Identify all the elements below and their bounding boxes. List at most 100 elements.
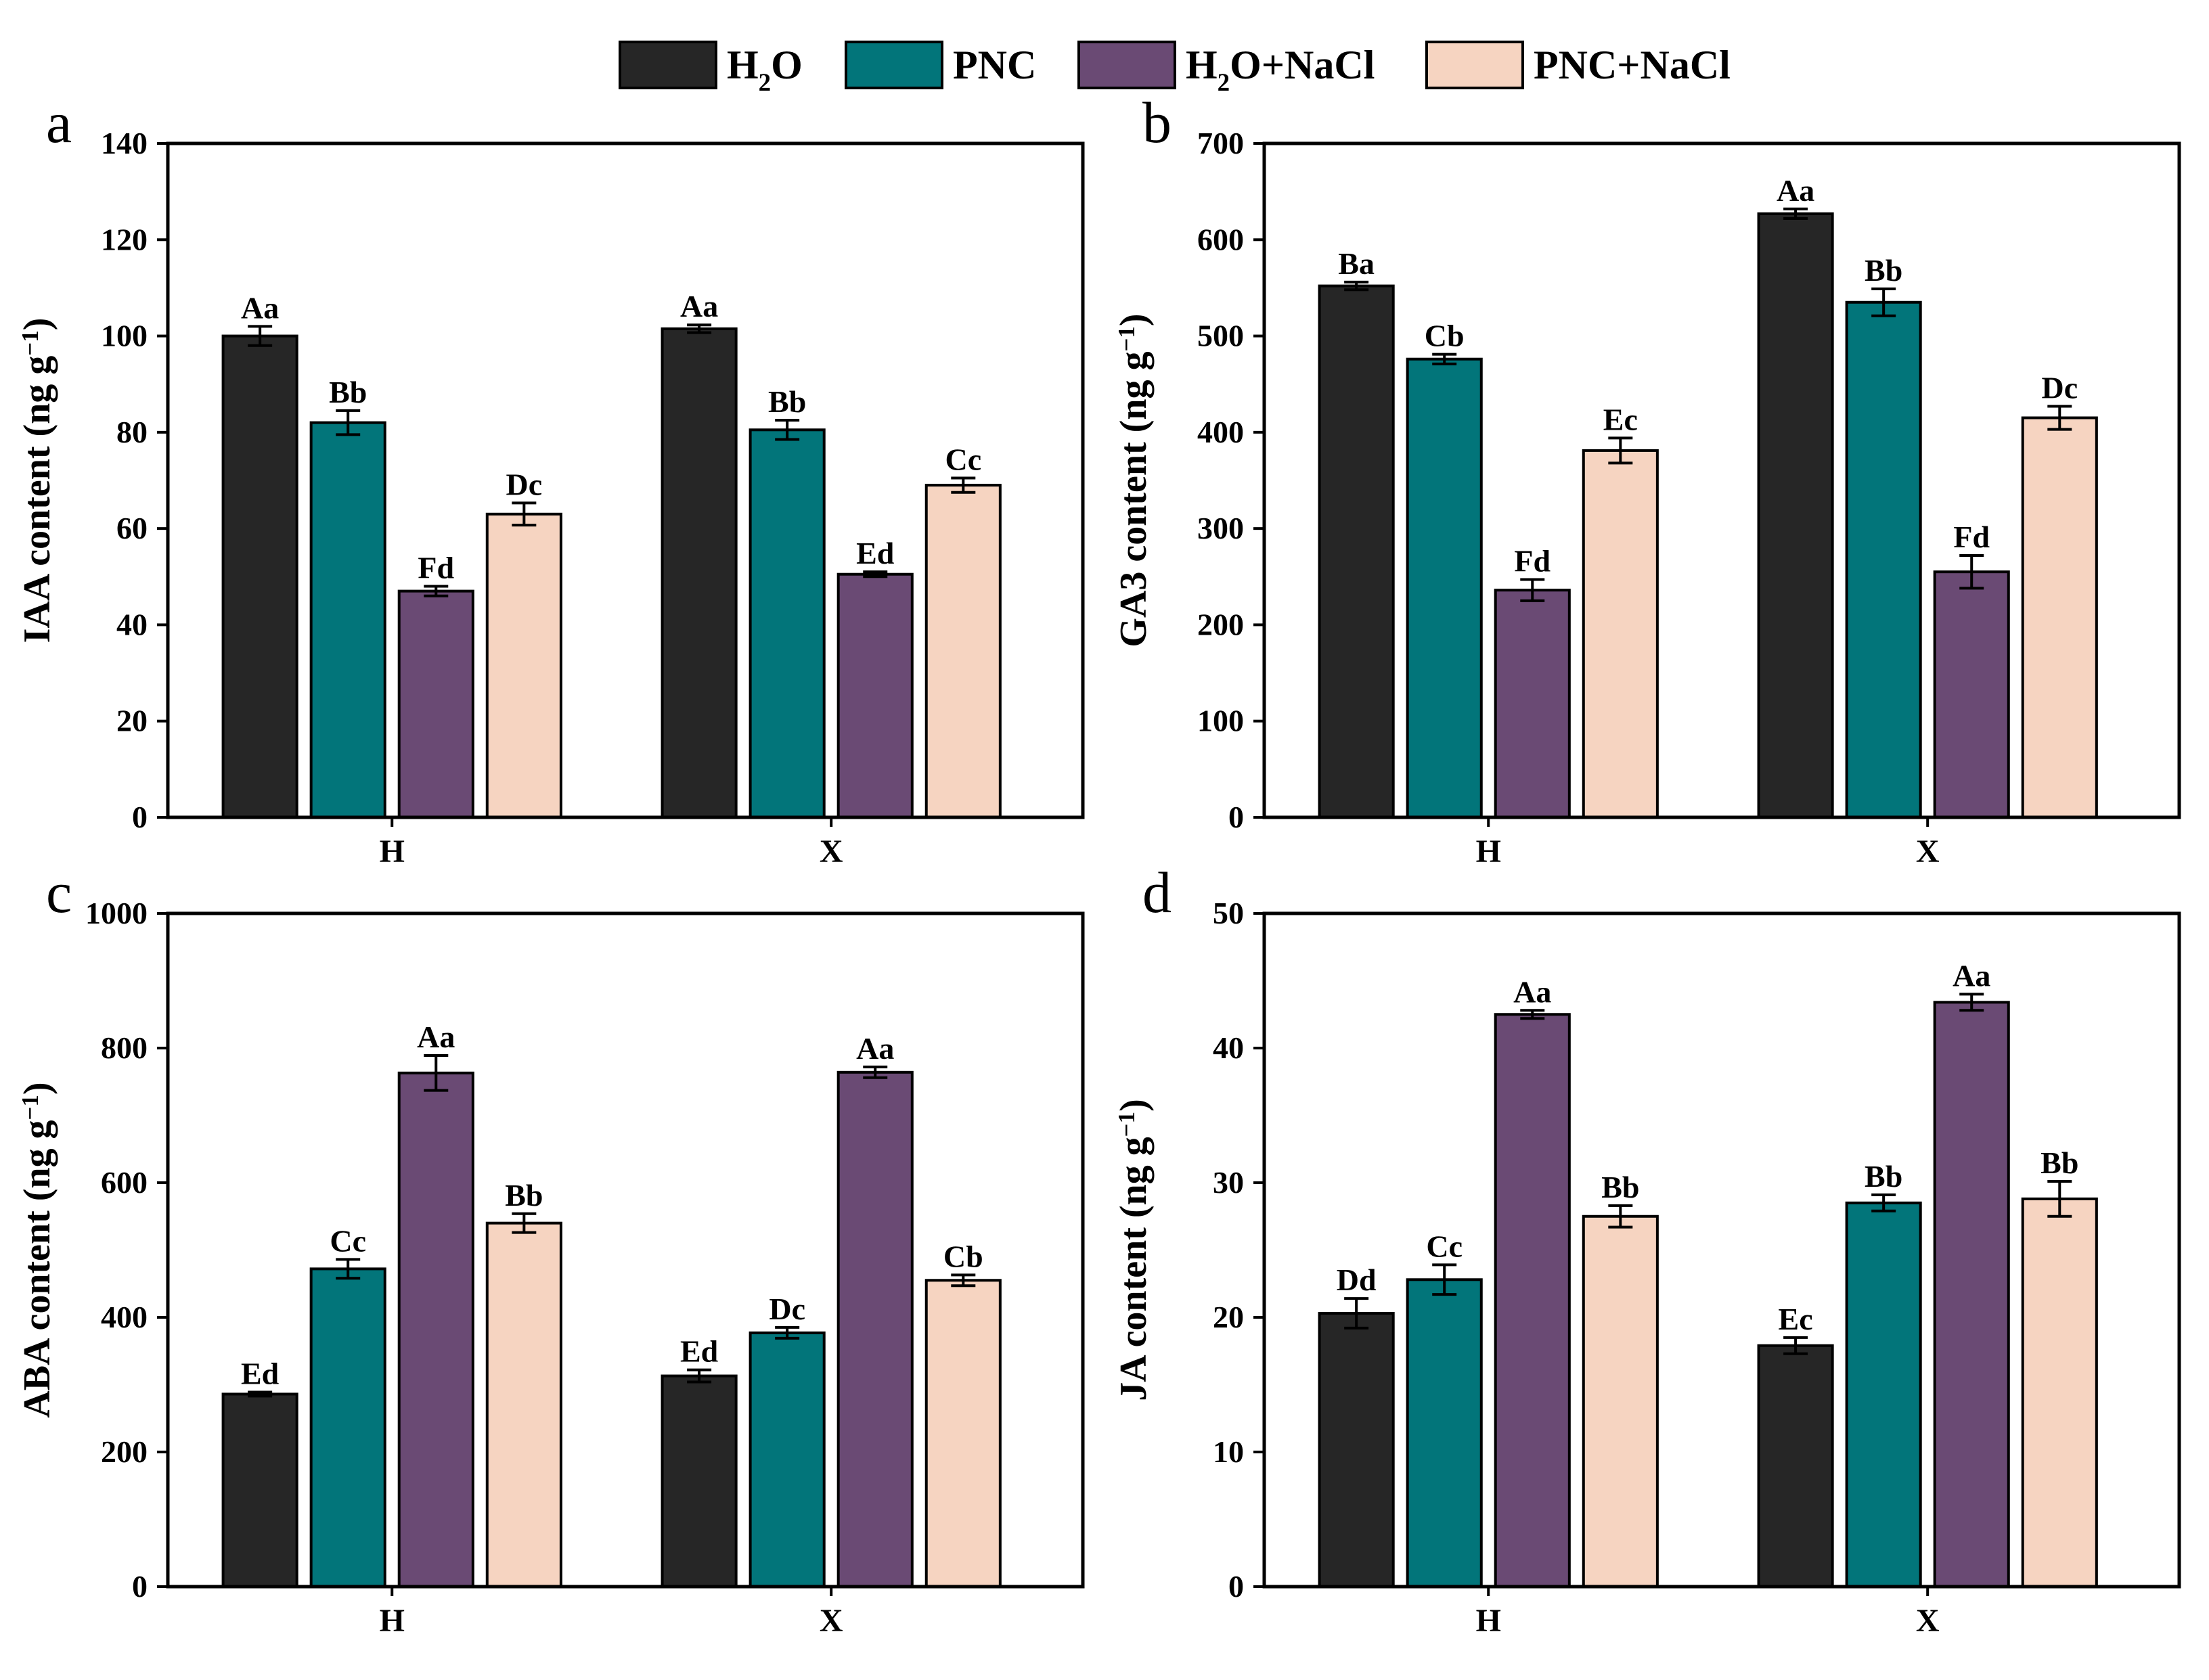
error-bar [863,1065,888,1079]
significance-label: Aa [856,1031,894,1066]
error-bar [1959,993,1984,1012]
significance-label: Bb [1601,1170,1639,1204]
significance-label: Bb [768,384,806,419]
legend-swatch-pnc_nacl [1425,41,1524,89]
bar-c-H-h2o [221,1392,298,1588]
x-tick-label: H [380,834,405,869]
error-bar [512,1212,537,1234]
y-tick-label: 0 [1228,800,1244,834]
y-tick-label: 80 [116,415,148,449]
significance-label: Ec [1779,1302,1813,1336]
error-bar [1783,207,1808,220]
y-tick-label: 200 [101,1434,148,1469]
bar-a-H-h2o_nacl [397,589,474,819]
bar-c-X-pnc_nacl [924,1279,1002,1589]
plot-frame [166,911,1085,1589]
y-tick-label: 1000 [85,896,148,930]
error-bar [1608,1204,1633,1229]
bar-b-X-pnc_nacl [2021,416,2098,819]
bar-a-H-pnc [309,421,386,819]
error-bar [336,409,361,436]
plot-frame [1262,911,2181,1589]
significance-label: Aa [1777,173,1814,208]
panel-letter-d: d [1142,860,1172,925]
significance-label: Ed [680,1334,719,1369]
legend-label-h2o: H2O [727,43,803,97]
x-tick-label: X [820,834,843,869]
error-bar [1959,553,1984,590]
error-bar [951,1273,976,1288]
error-bar [863,570,888,578]
error-bar [1871,1193,1896,1212]
bar-b-X-h2o [1757,212,1834,819]
error-bar [1344,280,1369,292]
y-tick-label: 200 [1197,607,1244,641]
legend-swatch-h2o [619,41,717,89]
error-bar [775,419,800,441]
significance-label: Ec [1603,402,1638,436]
x-tick-label: X [1916,1603,1940,1639]
y-tick-label: 60 [116,511,148,545]
panel-d: d 0 10 20 30 40 50 JA content (ng g−1) Dd Cc Aa Bb H… [1113,860,2181,1639]
error-bar [687,323,712,334]
y-axis-label: JA content (ng g−1) [1113,1099,1155,1401]
significance-label: Aa [241,290,279,325]
significance-label: Aa [680,289,718,323]
y-axis-label: IAA content (ng g−1) [16,318,58,643]
bar-d-H-pnc_nacl [1582,1214,1659,1588]
legend-swatch-pnc [845,41,943,89]
significance-label: Aa [417,1020,455,1054]
y-tick-label: 140 [101,126,148,160]
significance-label: Bb [2040,1145,2078,1180]
y-axis-label: GA3 content (ng g−1) [1113,313,1155,647]
error-bar [1432,353,1457,365]
error-bar [1520,1009,1545,1020]
bar-c-X-pnc [749,1331,826,1588]
panel-a: a 0 20 40 60 80 100 120 140 IAA content (ng g−1) A… [16,90,1085,869]
error-bar [248,1390,273,1398]
error-bar [1344,1297,1369,1330]
plot-frame [1262,141,2181,819]
significance-label: Fd [1514,544,1550,578]
bar-a-X-pnc [749,428,826,819]
error-bar [1871,287,1896,317]
y-tick-label: 50 [1213,896,1244,930]
legend-label-pnc: PNC [953,43,1036,87]
significance-label: Dc [2041,370,2078,405]
panel-letter-a: a [46,90,72,155]
bar-d-X-pnc [1845,1201,1922,1588]
y-tick-label: 700 [1197,126,1244,160]
significance-label: Fd [1953,520,1990,554]
error-bar [1432,1263,1457,1296]
bar-b-X-h2o_nacl [1933,570,2010,819]
x-tick-label: H [1476,1603,1501,1639]
error-bar [512,501,537,527]
y-tick-label: 500 [1197,319,1244,353]
bar-a-X-pnc_nacl [924,484,1002,819]
error-bar [424,1053,449,1092]
y-tick-label: 100 [1197,704,1244,738]
significance-label: Cc [1426,1229,1463,1263]
y-tick-label: 600 [1197,222,1244,256]
bar-d-X-pnc_nacl [2021,1197,2098,1588]
y-axis-label: ABA content (ng g−1) [16,1082,58,1417]
significance-label: Cc [945,442,981,476]
error-bar [1783,1336,1808,1355]
y-tick-label: 600 [101,1165,148,1200]
y-tick-label: 400 [1197,415,1244,449]
bar-c-H-h2o_nacl [397,1071,474,1588]
bar-a-X-h2o [661,327,738,819]
y-tick-label: 30 [1213,1165,1244,1200]
error-bar [775,1325,800,1340]
bar-d-X-h2o [1757,1344,1834,1589]
legend-label-pnc_nacl: PNC+NaCl [1534,43,1731,87]
y-tick-label: 100 [101,319,148,353]
y-tick-label: 0 [132,800,148,834]
y-tick-label: 40 [116,607,148,641]
legend-item-h2o: H2O [619,41,803,97]
significance-label: Ed [241,1356,280,1390]
significance-label: Cb [1425,319,1465,353]
error-bar [687,1368,712,1384]
significance-label: Ed [856,536,895,570]
